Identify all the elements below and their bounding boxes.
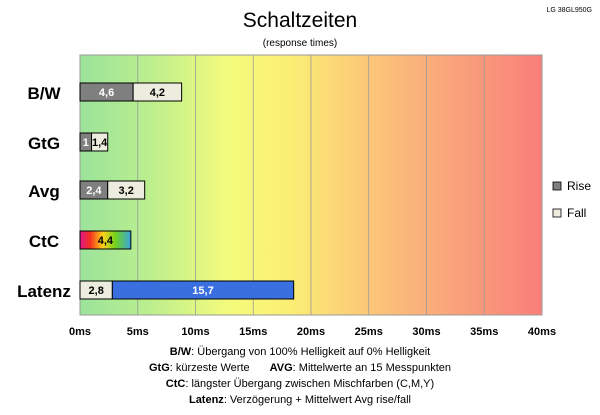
bar-value-label: 15,7 [192, 285, 213, 297]
category-label: CtC [29, 232, 59, 251]
footer-text-bw: : Übergang von 100% Helligkeit auf 0% He… [191, 346, 431, 358]
bar-value-label: 2,8 [89, 285, 104, 297]
x-tick-label: 30ms [412, 326, 440, 338]
bar [132, 82, 183, 102]
category-labels: B/W GtG Avg CtC Latenz [17, 84, 71, 301]
bar-value-label: 1,4 [92, 137, 108, 149]
footer-text-gtg: : kürzeste Werte [169, 362, 250, 374]
bar-value-label: 3,2 [119, 185, 134, 197]
x-axis-ticks: 0ms 5ms 10ms 15ms 20ms 25ms 30ms 35ms 40ms [69, 326, 556, 338]
footer-key-ctc: CtC [165, 378, 186, 390]
footer-key-latenz: Latenz [188, 394, 224, 406]
legend-label-fall: Fall [567, 206, 586, 220]
x-tick-label: 40ms [528, 326, 556, 338]
monitor-model: LG 38GL950G [546, 7, 592, 14]
x-tick-label: 25ms [355, 326, 383, 338]
bar [79, 230, 132, 250]
category-label: Latenz [17, 282, 71, 301]
footer-key-gtg: GtG [148, 362, 170, 374]
footer-line-ctc: CtC: längster Übergang zwischen Mischfar… [0, 376, 600, 392]
x-tick-label: 15ms [239, 326, 267, 338]
bar [91, 132, 109, 152]
legend-swatch-fall [552, 208, 562, 218]
category-label: B/W [27, 84, 61, 103]
category-label: GtG [28, 134, 60, 153]
chart-subtitle: (response times) [263, 38, 337, 49]
footer-line-latenz: Latenz: Verzögerung + Mittelwert Avg ris… [0, 392, 600, 408]
footer-line-bw: B/W: Übergang von 100% Helligkeit auf 0%… [0, 344, 600, 360]
footer-text-ctc: : längster Übergang zwischen Mischfarben… [185, 378, 435, 390]
x-tick-label: 0ms [69, 326, 91, 338]
bar-value-label: 2,4 [86, 185, 102, 197]
legend-label-rise: Rise [567, 179, 591, 193]
footer-key-bw: B/W [169, 346, 192, 358]
bar [111, 280, 295, 300]
x-tick-label: 5ms [127, 326, 149, 338]
category-label: Avg [28, 182, 60, 201]
footer-key-avg: AVG [269, 362, 293, 374]
footer-text-avg: : Mittelwerte an 15 Messpunkten [292, 362, 452, 374]
bar-value-label: 4,4 [98, 235, 114, 247]
x-tick-label: 35ms [470, 326, 498, 338]
footer-text-latenz: : Verzögerung + Mittelwert Avg rise/fall [223, 394, 412, 406]
bar-value-label: 4,2 [150, 87, 165, 99]
bars: 4,6 4,2 1 1,4 2,4 3,2 4,4 2,8 15,7 [79, 82, 295, 300]
legend: Rise Fall [552, 179, 591, 220]
x-tick-label: 20ms [297, 326, 325, 338]
bar-value-label: 1 [83, 137, 89, 149]
legend-swatch-rise [552, 181, 562, 191]
footer-line-gtg-avg: GtG: kürzeste Werte AVG: Mittelwerte an 1… [0, 360, 600, 376]
chart-title: Schaltzeiten [243, 9, 357, 32]
x-tick-label: 10ms [181, 326, 209, 338]
footer-notes: B/W: Übergang von 100% Helligkeit auf 0%… [0, 344, 600, 408]
bar-value-label: 4,6 [99, 87, 114, 99]
bar [107, 180, 146, 200]
